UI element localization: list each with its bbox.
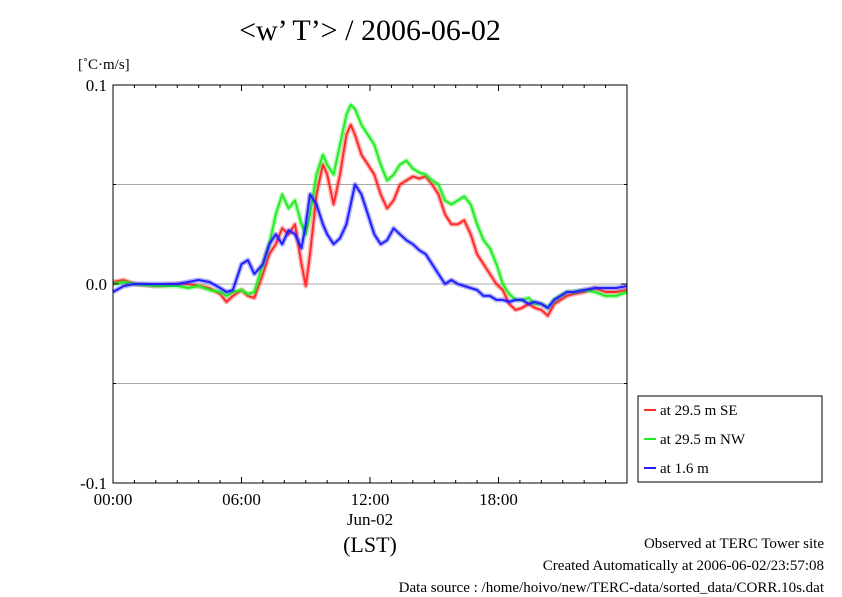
legend: at 29.5 m SE at 29.5 m NW at 1.6 m: [637, 395, 823, 483]
y-axis-label: [˚C·m/s]: [78, 57, 130, 73]
series-line-1: [112, 103, 628, 309]
x-tick-label: 00:00: [94, 490, 133, 509]
axis-ticks: [112, 84, 627, 484]
series-band-1: [112, 102, 628, 311]
x-date-label: Jun-02: [347, 510, 393, 529]
footer-site: Observed at TERC Tower site: [643, 536, 824, 552]
y-tick-label: 0.0: [86, 275, 107, 294]
series-lines: [111, 102, 628, 319]
axis-labels: 00:00 06:00 12:00 18:00 -0.1 0.0 0.1 [˚C·m/s] Ju…: [78, 57, 518, 557]
legend-box: [637, 395, 823, 483]
x-axis-label: (LST): [343, 532, 397, 557]
grid-lines: [113, 184, 627, 384]
x-tick-label: 06:00: [222, 490, 261, 509]
legend-label: at 29.5 m SE: [660, 403, 738, 419]
footer-source: Data source : /home/hoivo/new/TERC-data/…: [398, 580, 824, 596]
y-tick-label: 0.1: [86, 76, 107, 95]
x-tick-label: 18:00: [479, 490, 518, 509]
series-line-2: [112, 183, 628, 309]
footer-created: Created Automatically at 2006-06-02/23:5…: [542, 558, 824, 574]
chart-title: <w’ T’> / 2006-06-02: [239, 14, 501, 47]
legend-label: at 29.5 m NW: [660, 432, 746, 448]
legend-label: at 1.6 m: [660, 461, 709, 477]
x-tick-label: 12:00: [351, 490, 390, 509]
y-tick-label: -0.1: [80, 474, 107, 493]
